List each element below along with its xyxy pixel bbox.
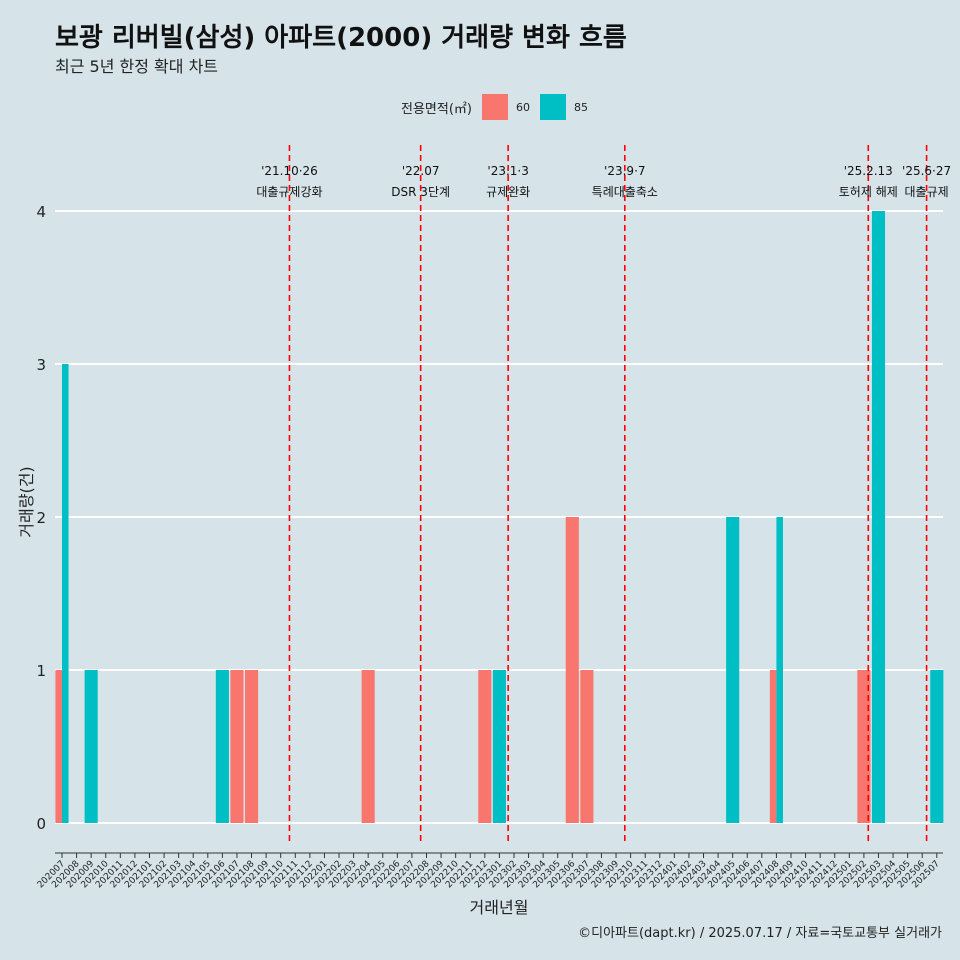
bar-202108-60 xyxy=(244,670,259,823)
event-date-label: '22.07 xyxy=(402,164,440,178)
y-tick-label: 4 xyxy=(36,203,46,221)
bar-202212-60 xyxy=(478,670,492,823)
event-date-label: '21.10·26 xyxy=(261,164,318,178)
bar-202502-60 xyxy=(857,670,871,823)
bar-202007-60 xyxy=(55,670,62,823)
y-tick-label: 0 xyxy=(36,815,46,833)
bar-202408-85 xyxy=(776,517,783,823)
legend-key-85 xyxy=(539,94,566,120)
legend-title: 전용면적(㎡) xyxy=(401,101,472,117)
legend-label-85: 85 xyxy=(573,100,588,114)
axis-titles: 거래년월 거래량(건) xyxy=(17,466,528,917)
source-caption: ©디아파트(dapt.kr) / 2025.07.17 / 자료=국토교통부 실… xyxy=(578,926,942,941)
y-axis-title: 거래량(건) xyxy=(17,466,36,537)
bar-202301-85 xyxy=(492,670,506,823)
event-label: 특례대출축소 xyxy=(592,185,658,199)
bar-series xyxy=(55,211,944,823)
bar-202405-85 xyxy=(726,517,740,823)
bar-202106-85 xyxy=(215,670,229,823)
bar-202507-85 xyxy=(930,670,944,823)
page-title: 보광 리버빌(삼성) 아파트(2000) 거래량 변화 흐름 xyxy=(55,23,627,53)
event-date-label: '25.6·27 xyxy=(902,164,951,178)
y-tick-label: 3 xyxy=(36,356,46,374)
y-tick-label: 2 xyxy=(36,509,46,527)
event-label: 대출규제강화 xyxy=(256,185,322,199)
bar-202009-85 xyxy=(84,670,98,823)
bar-202007-85 xyxy=(62,364,69,823)
x-axis-title: 거래년월 xyxy=(470,898,529,917)
y-tick-label: 1 xyxy=(36,662,46,680)
bar-202107-60 xyxy=(230,670,244,823)
event-label: 대출규제 xyxy=(905,185,949,199)
event-date-label: '23.9·7 xyxy=(604,164,645,178)
event-label: 토허제 해제 xyxy=(839,185,898,199)
x-axis: 2020072020082020092020102020112020122021… xyxy=(36,852,943,890)
y-axis: 0 1 2 3 4 xyxy=(36,203,46,833)
legend-key-60 xyxy=(481,94,508,120)
legend: 전용면적(㎡) 60 85 xyxy=(401,93,598,121)
bar-202408-60 xyxy=(769,670,777,823)
bar-202204-60 xyxy=(361,670,375,823)
event-label: 규제완화 xyxy=(486,185,530,199)
legend-label-60: 60 xyxy=(515,100,530,114)
event-lines: '21.10·26 대출규제강화 '22.07 DSR 3단계 '23.1·3 규제완화 '… xyxy=(256,145,951,845)
event-date-label: '23.1·3 xyxy=(487,164,528,178)
bar-202503-85 xyxy=(871,211,886,823)
bar-202306-60 xyxy=(565,517,579,823)
event-label: DSR 3단계 xyxy=(391,185,450,199)
bar-202307-60 xyxy=(580,670,594,823)
event-date-label: '25.2.13 xyxy=(844,164,893,178)
page-subtitle: 최근 5년 한정 확대 차트 xyxy=(55,57,219,76)
